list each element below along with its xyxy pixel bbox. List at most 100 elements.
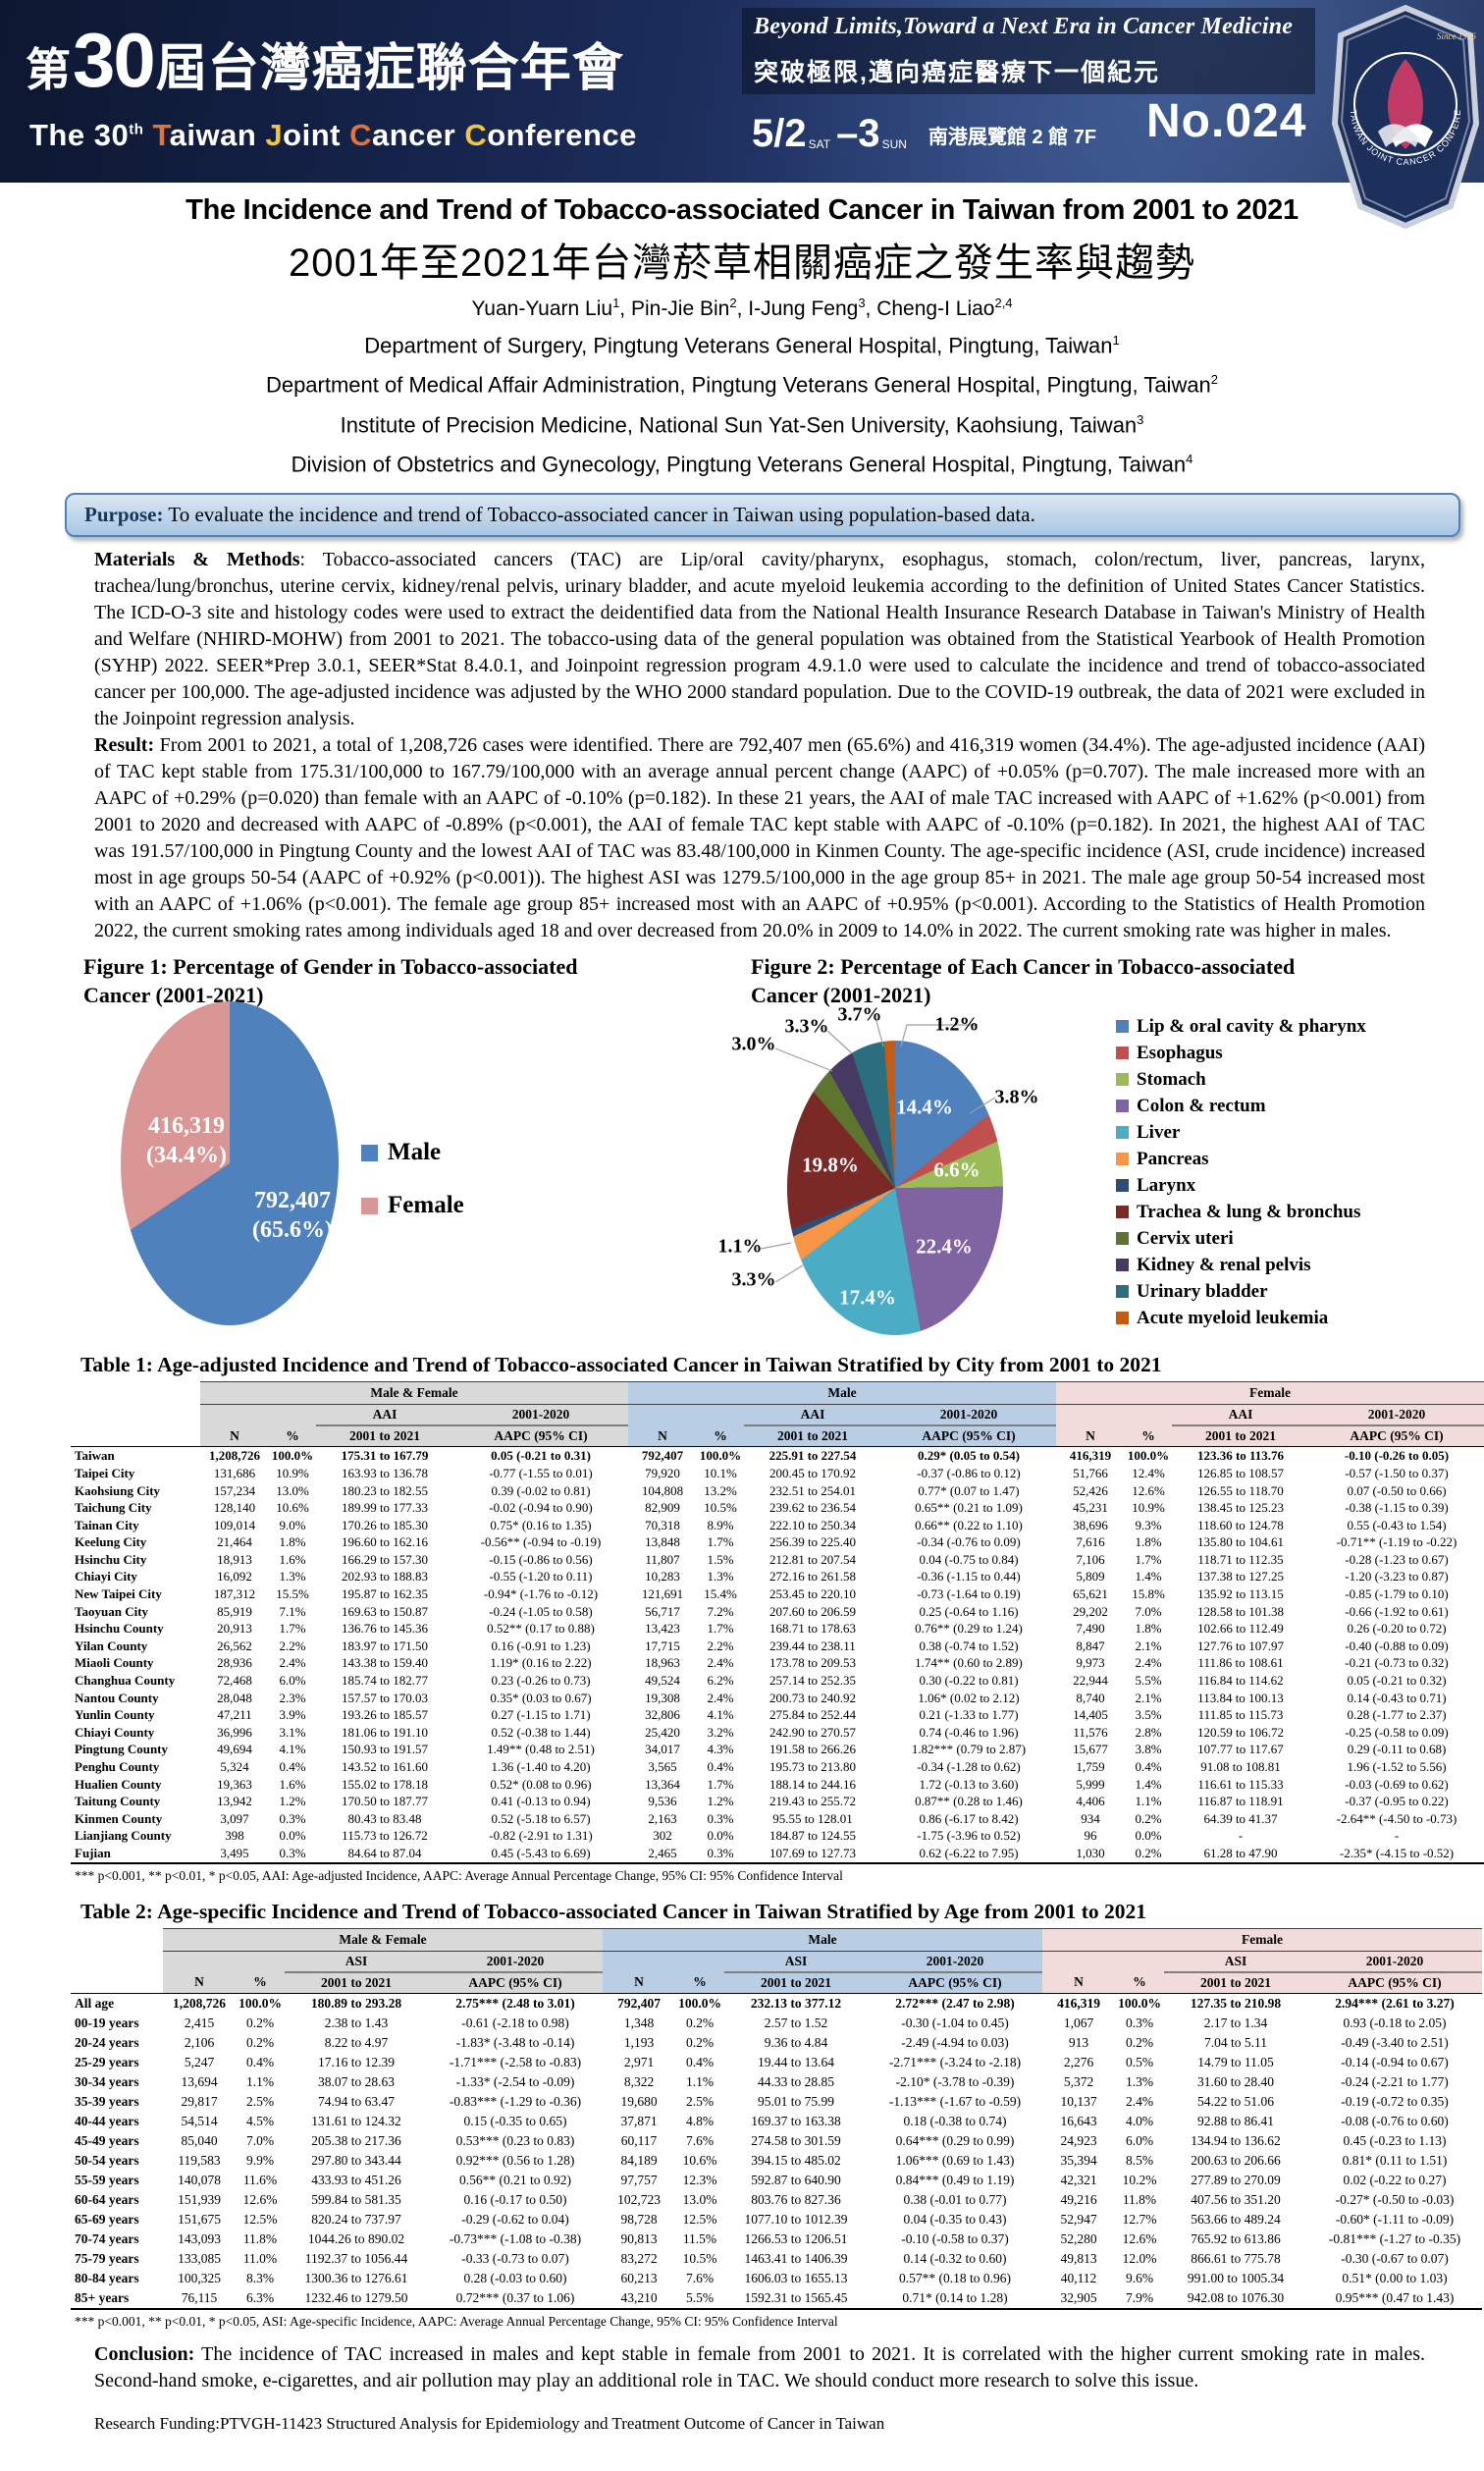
cell: 0.23 (-0.26 to 0.73) xyxy=(491,1673,591,1689)
cell: 7,490 xyxy=(1076,1621,1105,1637)
cell: 131,686 xyxy=(213,1465,256,1480)
cell: 0.38 (-0.01 to 0.77) xyxy=(903,2191,1007,2207)
cell: 13,942 xyxy=(217,1794,252,1809)
row-label: Taitung County xyxy=(75,1794,161,1809)
legend-item: Liver xyxy=(1116,1119,1366,1146)
legend-swatch xyxy=(1116,1100,1129,1113)
author: , I-Jung Feng3 xyxy=(736,295,866,320)
cell: 11,576 xyxy=(1073,1724,1108,1740)
cell: 100,325 xyxy=(178,2270,221,2285)
cell: 143,093 xyxy=(178,2230,221,2246)
cell: 792,407 xyxy=(641,1448,684,1464)
cell: 13,364 xyxy=(645,1776,680,1792)
cell: 100.0% xyxy=(699,1448,742,1464)
cell: 180.23 to 182.55 xyxy=(341,1482,429,1498)
cell: 26,562 xyxy=(217,1638,252,1653)
slogan-band xyxy=(742,8,1315,94)
purpose-text: To evaluate the incidence and trend of T… xyxy=(163,503,1035,527)
cell: 183.97 to 171.50 xyxy=(341,1638,429,1653)
cell: 76,115 xyxy=(163,2287,236,2310)
cell: 188.14 to 244.16 xyxy=(768,1776,857,1792)
cell: 21,464 xyxy=(217,1534,252,1550)
cell: 0.38 (-0.74 to 1.52) xyxy=(919,1638,1019,1653)
legend-label: Female xyxy=(388,1192,464,1219)
legend-label: Urinary bladder xyxy=(1137,1280,1268,1302)
cell: -0.30 (-1.04 to 0.45) xyxy=(901,2014,1009,2030)
cell: 83,272 xyxy=(620,2250,658,2266)
cell: 1,030 xyxy=(1056,1844,1125,1864)
cell: 196.60 to 162.16 xyxy=(341,1534,429,1550)
cell: 866.61 to 775.78 xyxy=(1191,2250,1281,2266)
cell: -0.60* (-1.11 to -0.09) xyxy=(1335,2211,1455,2227)
cell: 563.66 to 489.24 xyxy=(1191,2211,1281,2227)
legend-item: Larynx xyxy=(1116,1172,1366,1199)
cell: 180.89 to 293.28 xyxy=(310,1995,402,2011)
cell: 98,728 xyxy=(620,2211,658,2227)
table-row: Hualien County 19,363 1.6% 155.02 to 178.18… xyxy=(71,1776,1484,1794)
cell: 200.73 to 240.92 xyxy=(768,1690,857,1705)
legend-label: Cervix uteri xyxy=(1137,1227,1234,1249)
cell: 12.5% xyxy=(242,2211,278,2227)
figure2-slice-label: 1.1% xyxy=(717,1235,763,1258)
cell: 4.3% xyxy=(707,1742,734,1757)
cell: 2.8% xyxy=(1135,1724,1162,1740)
cell: 8.22 to 4.97 xyxy=(324,2034,389,2050)
table-row: 75-79 years 133,085 11.0% 1192.37 to 1056.4… xyxy=(71,2249,1482,2269)
purpose-box: Purpose: To evaluate the incidence and t… xyxy=(65,493,1460,538)
cell: 803.76 to 827.36 xyxy=(751,2191,841,2207)
figure2-slice-label: 3.3% xyxy=(784,1015,829,1038)
row-label: Miaoli County xyxy=(75,1655,154,1671)
cell: 1.3% xyxy=(1125,2073,1154,2089)
cell: 9.0% xyxy=(279,1517,306,1532)
cell: 200.45 to 170.92 xyxy=(768,1465,857,1480)
column-header: AAPC (95% CI) xyxy=(881,1425,1056,1448)
row-label: All age xyxy=(75,1995,115,2011)
slogan-cn: 突破極限,邁向癌症醫療下一個紀元 xyxy=(754,59,1160,86)
cell: 7.1% xyxy=(279,1603,306,1619)
table1-header: Male & Female Male Female AAI 2001-2020 AAI 20… xyxy=(71,1381,1484,1448)
cell: 0.02 (-0.22 to 0.27) xyxy=(1343,2172,1447,2187)
cell: 991.00 to 1005.34 xyxy=(1187,2270,1285,2285)
table-row: Hsinchu County 20,913 1.7% 136.76 to 145.36… xyxy=(71,1620,1484,1638)
legend-item: Urinary bladder xyxy=(1116,1278,1366,1305)
cell: 205.38 to 217.36 xyxy=(311,2132,401,2148)
cell: 0.25 (-0.64 to 1.16) xyxy=(919,1603,1019,1619)
cell: 4.8% xyxy=(685,2113,715,2128)
cell: 765.92 to 613.86 xyxy=(1191,2230,1281,2246)
column-header: % xyxy=(269,1425,316,1448)
table-row: Keelung City 21,464 1.8% 196.60 to 162.16 -0… xyxy=(71,1533,1484,1551)
cell: 113.84 to 100.13 xyxy=(1197,1690,1284,1705)
cell: 123.36 to 113.76 xyxy=(1196,1448,1285,1464)
legend-swatch xyxy=(1116,1259,1129,1272)
cell: 13.0% xyxy=(682,2191,717,2207)
cell: 12.7% xyxy=(1122,2211,1157,2227)
cell: 115.73 to 126.72 xyxy=(342,1828,428,1844)
cell: 0.2% xyxy=(1135,1810,1162,1826)
table2: Male & Female Male Female ASI 2001-2020 ASI 20… xyxy=(71,1927,1482,2310)
cell: 0.52* (0.08 to 0.96) xyxy=(490,1776,592,1792)
row-label: 55-59 years xyxy=(75,2172,139,2187)
cell: 934 xyxy=(1081,1810,1100,1826)
cell: 42,321 xyxy=(1060,2172,1097,2187)
conference-banner: 第 30 屆台灣癌症聯合年會 The 30th Taiwan Joint Cance… xyxy=(0,0,1484,230)
cell: 13,694 xyxy=(181,2073,218,2089)
cell: 181.06 to 191.10 xyxy=(341,1724,429,1740)
cell: -0.40 (-0.88 to 0.09) xyxy=(1345,1638,1449,1653)
cell: 1.1% xyxy=(685,2073,715,2089)
column-header: AAPC (95% CI) xyxy=(1309,1425,1484,1448)
legend-item: Kidney & renal pelvis xyxy=(1116,1252,1366,1278)
legend-item: Stomach xyxy=(1116,1066,1366,1093)
row-label: Taiwan xyxy=(75,1448,115,1464)
legend-item: Cervix uteri xyxy=(1116,1225,1366,1252)
cell: 143.52 to 161.60 xyxy=(341,1759,429,1774)
conclusion-paragraph: Conclusion: The incidence of TAC increas… xyxy=(94,2341,1425,2394)
cell: 11.0% xyxy=(242,2250,278,2266)
cell: 942.08 to 1076.30 xyxy=(1164,2287,1307,2310)
table-row: Yunlin County 47,211 3.9% 193.26 to 185.57 0… xyxy=(71,1706,1484,1724)
cell: 9.6% xyxy=(1125,2270,1154,2285)
cell: 12.4% xyxy=(1132,1465,1165,1480)
cell: 1,208,726 xyxy=(173,1995,226,2011)
cell: 1.49** (0.48 to 2.51) xyxy=(487,1742,595,1757)
cell: 0.0% xyxy=(279,1828,306,1844)
cell: 207.60 to 206.59 xyxy=(768,1603,857,1619)
